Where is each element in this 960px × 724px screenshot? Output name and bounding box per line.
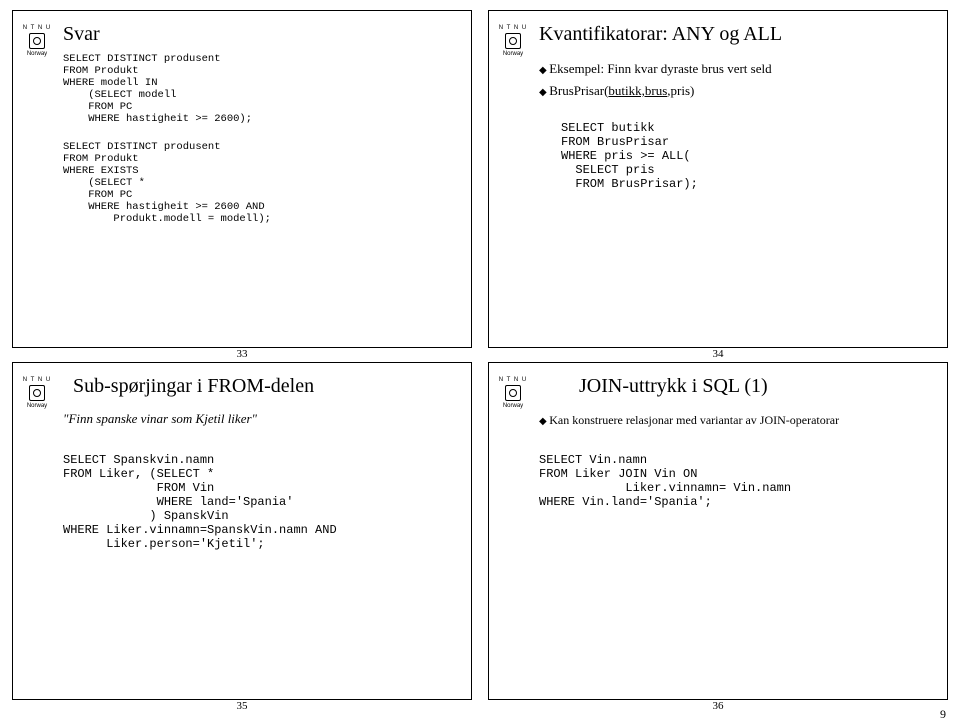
code-block-2: SELECT DISTINCT produsent FROM Produkt W…	[63, 141, 271, 225]
slide-subtitle: "Finn spanske vinar som Kjetil liker"	[63, 411, 257, 427]
ntnu-logo: N T N U Norway	[19, 25, 55, 57]
code-block: SELECT butikk FROM BrusPrisar WHERE pris…	[561, 121, 698, 191]
logo-icon	[29, 33, 45, 49]
bullet-join: Kan konstruere relasjonar med variantar …	[539, 413, 839, 428]
logo-text: N T N U	[19, 377, 55, 383]
logo-sub: Norway	[495, 403, 531, 409]
slide-number: 34	[488, 348, 948, 360]
code-block: SELECT Vin.namn FROM Liker JOIN Vin ON L…	[539, 453, 791, 509]
logo-icon	[505, 385, 521, 401]
slide-title: JOIN-uttrykk i SQL (1)	[579, 375, 768, 398]
schema-text: BrusPrisar(butikk,brus,pris)	[549, 83, 694, 98]
ntnu-logo: N T N U Norway	[19, 377, 55, 409]
slide-title: Sub-spørjingar i FROM-delen	[73, 375, 314, 398]
logo-icon	[29, 385, 45, 401]
ntnu-logo: N T N U Norway	[495, 377, 531, 409]
slide-36: N T N U Norway JOIN-uttrykk i SQL (1) Ka…	[488, 362, 948, 700]
logo-text: N T N U	[495, 377, 531, 383]
logo-text: N T N U	[495, 25, 531, 31]
slide-number: 36	[488, 700, 948, 712]
bullet-schema: BrusPrisar(butikk,brus,pris)	[539, 83, 694, 99]
logo-sub: Norway	[19, 51, 55, 57]
slide-33: N T N U Norway Svar SELECT DISTINCT prod…	[12, 10, 472, 348]
slide-35: N T N U Norway Sub-spørjingar i FROM-del…	[12, 362, 472, 700]
logo-sub: Norway	[19, 403, 55, 409]
logo-icon	[505, 33, 521, 49]
logo-sub: Norway	[495, 51, 531, 57]
slide-title: Svar	[63, 23, 100, 46]
logo-text: N T N U	[19, 25, 55, 31]
slide-34: N T N U Norway Kvantifikatorar: ANY og A…	[488, 10, 948, 348]
bullet-example: Eksempel: Finn kvar dyraste brus vert se…	[539, 61, 772, 77]
slide-number: 33	[12, 348, 472, 360]
slide-number: 35	[12, 700, 472, 712]
code-block: SELECT Spanskvin.namn FROM Liker, (SELEC…	[63, 453, 337, 551]
code-block-1: SELECT DISTINCT produsent FROM Produkt W…	[63, 53, 252, 125]
slide-title: Kvantifikatorar: ANY og ALL	[539, 23, 782, 46]
page-number: 9	[940, 707, 946, 722]
ntnu-logo: N T N U Norway	[495, 25, 531, 57]
